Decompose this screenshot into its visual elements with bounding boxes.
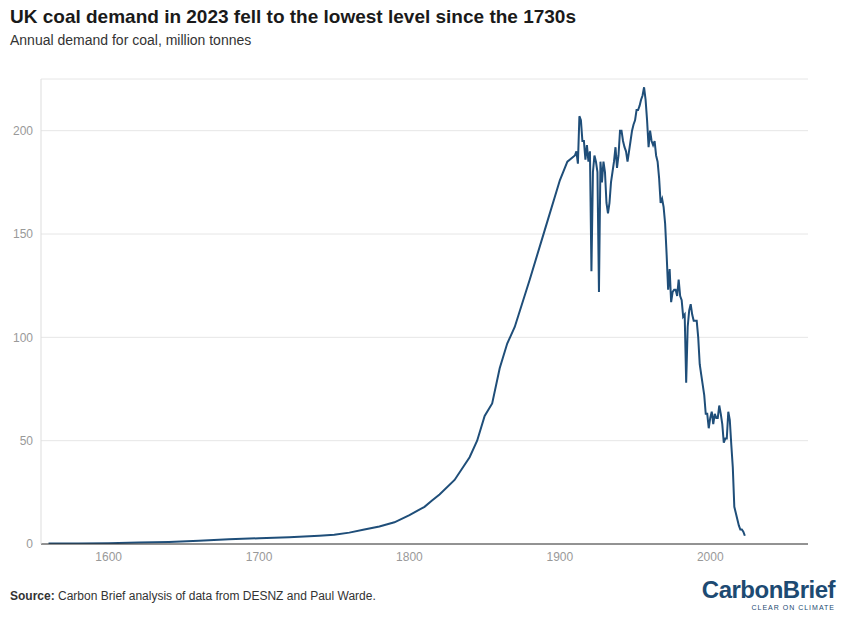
svg-text:2000: 2000 (697, 550, 724, 564)
html-text:CarbonBrief: CarbonBrief (701, 576, 835, 603)
svg-text:1700: 1700 (246, 550, 273, 564)
svg-text:1900: 1900 (547, 550, 574, 564)
svg-text:100: 100 (13, 331, 33, 345)
svg-text:50: 50 (20, 434, 34, 448)
svg-text:1600: 1600 (95, 550, 122, 564)
html-text:Annual demand for coal, millio: Annual demand for coal, million tonnes (10, 32, 252, 48)
svg-text:1800: 1800 (396, 550, 423, 564)
svg-text:200: 200 (13, 124, 33, 138)
html-text:CLEAR ON CLIMATE: CLEAR ON CLIMATE (751, 604, 835, 611)
html-text:Source: Carbon Brief analysis: Source: Carbon Brief analysis of data fr… (10, 589, 376, 603)
svg-text:150: 150 (13, 227, 33, 241)
html-text:UK coal demand in 2023 fell to: UK coal demand in 2023 fell to the lowes… (10, 6, 576, 27)
svg-text:0: 0 (26, 537, 33, 551)
